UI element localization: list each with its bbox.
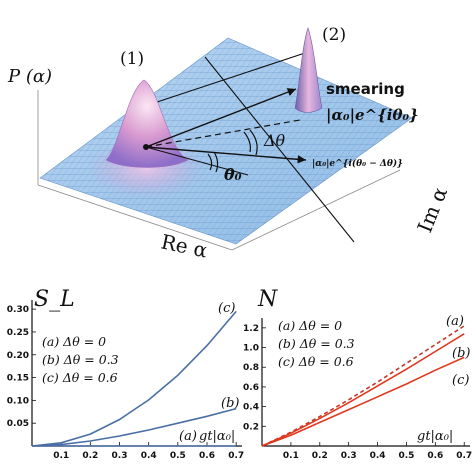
vector-dashed (145, 119, 301, 148)
peak-2-gaussian (294, 27, 323, 113)
sl-x-tick-label: 0.5 (170, 451, 186, 461)
shifted-vector-label: |α₀|e^{i(θ₀ − Δθ)} (312, 158, 403, 169)
plane-real-line (204, 56, 355, 243)
chart-n: N (a) Δθ = 0 (b) Δθ = 0.3 (c) Δθ = 0.6 g… (243, 287, 472, 461)
n-x-tick-label: 0.7 (456, 451, 472, 461)
n-legend-c: (c) Δθ = 0.6 (278, 354, 354, 369)
n-y-tick-label: 0.6 (243, 383, 259, 393)
theta0-label: θ₀ (224, 165, 242, 184)
n-axis-inset-label: gt|α₀| (417, 429, 453, 444)
sl-x-tick-label: 0.3 (112, 451, 128, 461)
vector-ref (145, 146, 249, 176)
delta-theta-arc (243, 131, 251, 153)
im-axis-label: Im α (412, 184, 452, 236)
n-y-tick-label: 0.2 (243, 422, 259, 432)
origin-point (143, 144, 149, 150)
smearing-label: smearing (326, 80, 405, 98)
sl-x-tick-label: 0.7 (228, 451, 244, 461)
sl-chart-title: S_L (34, 287, 75, 312)
sl-x-tick-label: 0.4 (141, 451, 157, 461)
vector-alpha0 (145, 88, 297, 148)
im-axis-frame (231, 169, 401, 251)
n-series-a-label: (a) (446, 314, 464, 329)
p-axis-label: P (α) (7, 66, 52, 87)
phase-space-diagram: P (α) (1) (2) smearing |α₀|e^{iθ₀} Δθ θ₀… (7, 25, 452, 263)
sl-series-c-label: (c) (218, 301, 235, 316)
sl-y-tick-label: 0.25 (7, 328, 29, 338)
n-x-tick-label: 0.6 (427, 451, 443, 461)
n-x-tick-label: 0.1 (283, 451, 299, 461)
theta0-arc (207, 153, 213, 171)
sl-axis-inset-label: gt|α₀| (199, 429, 235, 444)
sl-x-tick-label: 0.1 (53, 451, 69, 461)
n-y-tick-label: 1.2 (243, 324, 259, 334)
n-x-tick-label: 0.3 (341, 451, 357, 461)
peak-2-label: (2) (322, 25, 346, 45)
plane-grid (40, 38, 412, 244)
n-series-b-line (261, 333, 465, 447)
sl-y-tick-label: 0.05 (7, 419, 29, 429)
sl-x-tick-label: 0.6 (199, 451, 215, 461)
peak-1-gaussian (105, 79, 189, 168)
re-axis-label: Re α (159, 229, 210, 262)
n-y-tick-label: 0.4 (243, 403, 259, 413)
n-y-tick-label: 1.0 (243, 344, 259, 354)
delta-theta-label: Δθ (263, 131, 286, 150)
n-legend-b: (b) Δθ = 0.3 (278, 336, 355, 351)
n-legend-a: (a) Δθ = 0 (278, 318, 342, 333)
sl-series-b-line (31, 407, 237, 447)
n-x-tick-label: 0.5 (398, 451, 414, 461)
vector-shifted (145, 146, 307, 164)
n-x-tick-label: 0.2 (312, 451, 328, 461)
theta0-arc-2 (213, 151, 219, 173)
sl-series-a-label: (a) (179, 429, 197, 444)
sl-series-c-line (31, 310, 237, 447)
n-series-a-line (261, 325, 465, 447)
n-chart-title: N (257, 287, 278, 312)
sl-y-tick-label: 0.20 (7, 351, 29, 361)
sl-y-tick-label: 0.10 (7, 396, 29, 406)
delta-theta-arc-2 (249, 129, 258, 156)
sl-legend-c: (c) Δθ = 0.6 (42, 370, 118, 385)
n-series-b-label: (b) (452, 346, 470, 361)
sl-legend-b: (b) Δθ = 0.3 (42, 352, 119, 367)
alpha0-phase-label: |α₀|e^{iθ₀} (326, 106, 419, 124)
sl-legend-a: (a) Δθ = 0 (42, 334, 106, 349)
n-y-tick-label: 0.8 (243, 363, 259, 373)
plane-imag-line (135, 50, 312, 110)
sl-x-tick-label: 0.2 (82, 451, 98, 461)
re-axis-frame (37, 184, 233, 251)
n-x-tick-label: 0.4 (370, 451, 386, 461)
n-series-c-label: (c) (452, 373, 469, 388)
n-series-c-line (261, 356, 465, 447)
sl-y-tick-label: 0.15 (7, 374, 29, 384)
peak-1-label: (1) (120, 49, 144, 69)
sl-y-tick-label: 0.30 (7, 305, 29, 315)
sl-series-b-label: (b) (221, 396, 239, 411)
chart-sl: S_L (a) Δθ = 0 (b) Δθ = 0.3 (c) Δθ = 0.6… (7, 287, 244, 461)
